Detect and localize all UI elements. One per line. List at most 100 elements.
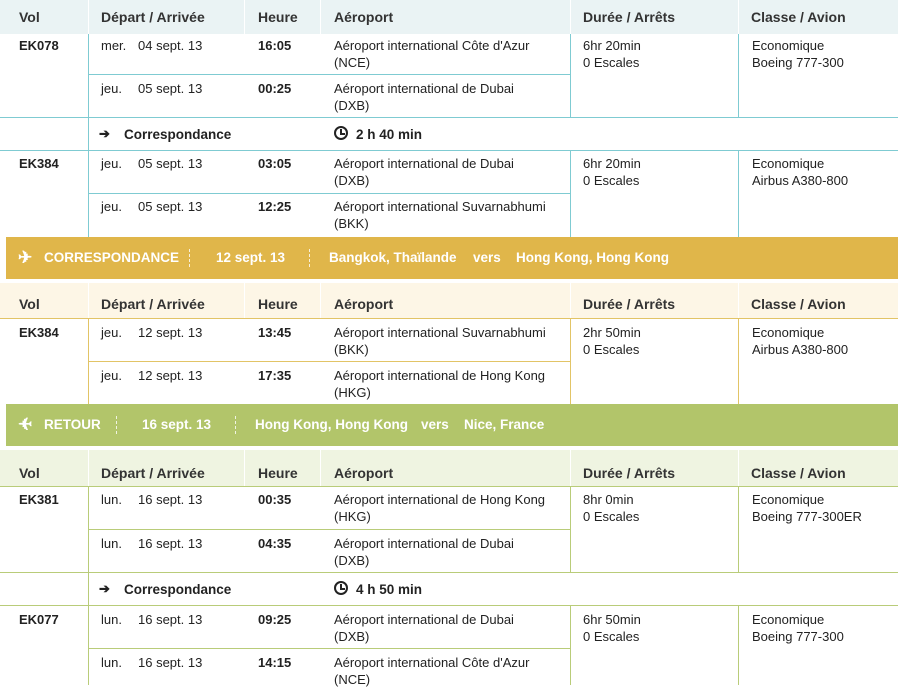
arr-airport: Aéroport international Suvarnabhumi	[334, 199, 546, 214]
arr-airport: Aéroport international de Dubai	[334, 81, 514, 96]
duration: 6hr 20min	[583, 38, 641, 53]
arr-airport: Aéroport international de Hong Kong	[334, 368, 546, 383]
connection-arrows-icon: ➔	[99, 126, 110, 141]
flight-number: EK078	[19, 38, 59, 53]
col-duree: Durée / Arrêts	[583, 9, 676, 25]
dep-code: (HKG)	[334, 509, 371, 524]
arr-day: jeu.	[101, 199, 122, 214]
connection-wait: 2 h 40 min	[356, 127, 423, 142]
dep-code: (DXB)	[334, 629, 370, 644]
table-row: EK381 lun. 16 sept. 13 00:35 Aéroport in…	[0, 486, 898, 572]
col-heure: Heure	[258, 296, 298, 312]
arr-time: 00:25	[258, 81, 292, 96]
arr-date: 16 sept. 13	[138, 536, 203, 551]
dep-day: lun.	[101, 612, 122, 627]
flight-number: EK384	[19, 325, 59, 340]
stops: 0 Escales	[583, 629, 640, 644]
col-aeroport: Aéroport	[334, 465, 394, 481]
cabin-class: Economique	[752, 156, 825, 171]
dep-time: 09:25	[258, 612, 292, 627]
connection-label: Correspondance	[124, 127, 232, 142]
banner-date: 12 sept. 13	[216, 250, 286, 265]
aircraft: Boeing 777-300ER	[752, 509, 862, 524]
col-duree: Durée / Arrêts	[583, 465, 676, 481]
connection-banner: ✈ CORRESPONDANCE 12 sept. 13 Bangkok, Th…	[6, 237, 898, 279]
duration: 6hr 20min	[583, 156, 641, 171]
stops: 0 Escales	[583, 342, 640, 357]
connection-arrows-icon: ➔	[99, 581, 110, 596]
arr-day: jeu.	[101, 81, 122, 96]
connection-row: ➔ Correspondance 2 h 40 min	[0, 118, 898, 150]
banner-vers: vers	[421, 417, 449, 432]
dep-code: (NCE)	[334, 55, 371, 70]
col-classe: Classe / Avion	[751, 9, 846, 25]
stops: 0 Escales	[583, 509, 640, 524]
dep-time: 16:05	[258, 38, 292, 53]
dep-day: jeu.	[101, 325, 122, 340]
cabin-class: Economique	[752, 612, 825, 627]
dep-time: 13:45	[258, 325, 292, 340]
col-classe: Classe / Avion	[751, 465, 846, 481]
connection-wait: 4 h 50 min	[356, 582, 423, 597]
arr-code: (BKK)	[334, 216, 369, 231]
arr-day: lun.	[101, 655, 122, 670]
arr-code: (DXB)	[334, 553, 370, 568]
clock-icon	[334, 126, 348, 140]
dep-airport: Aéroport international de Dubai	[334, 612, 514, 627]
flight-number: EK384	[19, 156, 59, 171]
banner-to: Nice, France	[464, 417, 545, 432]
table-row: EK384 jeu. 12 sept. 13 13:45 Aéroport in…	[0, 318, 898, 404]
dep-day: mer.	[101, 38, 127, 53]
clock-icon	[334, 581, 348, 595]
col-depart: Départ / Arrivée	[101, 465, 205, 481]
return-banner: ✈ RETOUR 16 sept. 13 Hong Kong, Hong Kon…	[6, 404, 898, 446]
plane-icon: ✈	[18, 248, 33, 267]
banner-from: Bangkok, Thaïlande	[329, 250, 457, 265]
arr-time: 04:35	[258, 536, 292, 551]
arr-airport: Aéroport international Côte d'Azur	[334, 655, 530, 670]
stops: 0 Escales	[583, 55, 640, 70]
col-depart: Départ / Arrivée	[101, 9, 205, 25]
duration: 8hr 0min	[583, 492, 634, 507]
dep-date: 04 sept. 13	[138, 38, 203, 53]
arr-time: 14:15	[258, 655, 292, 670]
arr-date: 05 sept. 13	[138, 199, 203, 214]
dep-time: 00:35	[258, 492, 292, 507]
col-duree: Durée / Arrêts	[583, 296, 676, 312]
aircraft: Boeing 777-300	[752, 55, 844, 70]
dep-day: jeu.	[101, 156, 122, 171]
col-vol: Vol	[19, 296, 40, 312]
arr-code: (HKG)	[334, 385, 371, 400]
arr-time: 17:35	[258, 368, 292, 383]
dep-airport: Aéroport international Côte d'Azur	[334, 38, 530, 53]
dep-date: 05 sept. 13	[138, 156, 203, 171]
arr-day: jeu.	[101, 368, 122, 383]
arr-day: lun.	[101, 536, 122, 551]
banner-to: Hong Kong, Hong Kong	[516, 250, 669, 265]
connection-label: Correspondance	[124, 582, 232, 597]
arr-date: 16 sept. 13	[138, 655, 203, 670]
aircraft: Airbus A380-800	[752, 173, 849, 188]
dep-code: (BKK)	[334, 342, 369, 357]
dep-date: 16 sept. 13	[138, 492, 203, 507]
col-vol: Vol	[19, 465, 40, 481]
col-depart: Départ / Arrivée	[101, 296, 205, 312]
dep-airport: Aéroport international Suvarnabhumi	[334, 325, 546, 340]
arr-date: 12 sept. 13	[138, 368, 203, 383]
banner-title: RETOUR	[44, 417, 101, 432]
dep-airport: Aéroport international de Dubai	[334, 156, 514, 171]
aircraft: Airbus A380-800	[752, 342, 849, 357]
arr-airport: Aéroport international de Dubai	[334, 536, 514, 551]
flight-number: EK077	[19, 612, 59, 627]
arr-code: (NCE)	[334, 672, 371, 687]
plane-icon: ✈	[18, 415, 33, 434]
dep-date: 16 sept. 13	[138, 612, 203, 627]
col-heure: Heure	[258, 465, 298, 481]
arr-time: 12:25	[258, 199, 292, 214]
col-classe: Classe / Avion	[751, 296, 846, 312]
banner-date: 16 sept. 13	[142, 417, 212, 432]
cabin-class: Economique	[752, 38, 825, 53]
duration: 2hr 50min	[583, 325, 641, 340]
banner-title: CORRESPONDANCE	[44, 250, 180, 265]
dep-day: lun.	[101, 492, 122, 507]
